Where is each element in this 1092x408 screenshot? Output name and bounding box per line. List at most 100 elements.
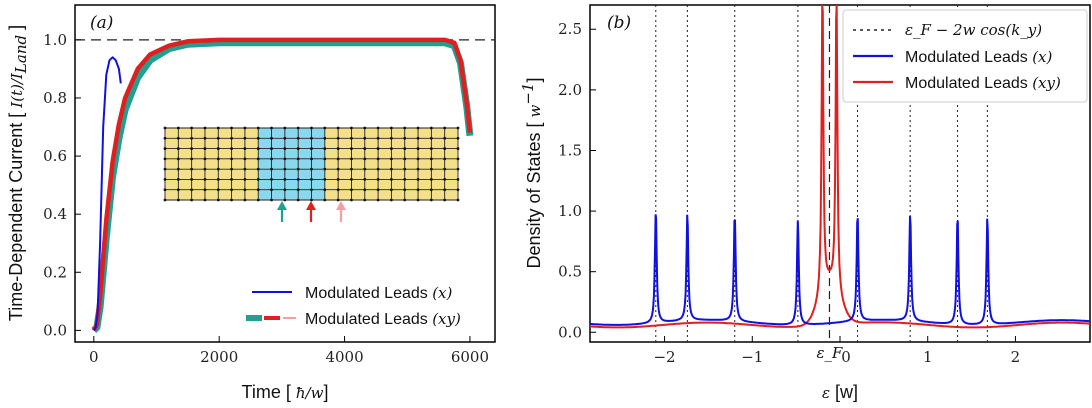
inset-site xyxy=(190,198,194,202)
inset-site xyxy=(216,178,220,181)
b-ytick-label: 2.5 xyxy=(558,20,582,38)
inset-site xyxy=(216,126,220,130)
inset-site xyxy=(390,147,393,150)
inset-site xyxy=(310,126,313,130)
panel-b: −2 −1 0 1 2 0.0 0.5 1.0 1.5 2.0 2.5 (b) ε_F − 2w c… xyxy=(519,4,1091,402)
inset-site xyxy=(376,198,380,202)
legend-label-vref: ε_F − 2w cos(k_y) xyxy=(905,21,1042,39)
inset-site xyxy=(203,198,207,202)
inset-site xyxy=(296,126,300,130)
inset-site xyxy=(363,198,367,202)
inset-arrow-head xyxy=(277,201,287,210)
inset-site xyxy=(336,167,340,171)
inset-site xyxy=(363,126,367,130)
inset-site xyxy=(310,147,313,150)
inset-arrow-head xyxy=(336,201,346,210)
inset-site xyxy=(376,147,380,150)
inset-site xyxy=(203,188,207,192)
inset-site xyxy=(270,167,273,171)
inset-site xyxy=(350,136,353,140)
legend-label-xy: Modulated Leads (xy) xyxy=(305,310,461,328)
inset-site xyxy=(363,157,367,161)
inset-site xyxy=(310,198,313,202)
inset-site xyxy=(283,188,287,192)
b-ytick-label: 1.0 xyxy=(558,202,582,220)
inset-site xyxy=(190,136,194,140)
inset-site xyxy=(216,188,220,192)
inset-site xyxy=(283,198,287,202)
inset-site xyxy=(163,126,167,130)
inset-site xyxy=(256,126,260,130)
inset-site xyxy=(429,167,433,171)
panel-b-legend: ε_F − 2w cos(k_y) Modulated Leads (x) Mo… xyxy=(842,9,1088,103)
panel-a-legend: Modulated Leads (x) Modulated Leads (xy) xyxy=(246,284,461,328)
inset-site xyxy=(243,167,247,171)
a-ytick-label: 0.4 xyxy=(43,205,67,223)
inset-site xyxy=(376,167,380,171)
inset-site xyxy=(323,178,327,181)
inset-site xyxy=(296,136,300,140)
inset-site xyxy=(310,178,313,181)
inset-site xyxy=(390,126,393,130)
inset-site xyxy=(416,167,420,171)
a-ytick-label: 0.2 xyxy=(43,263,67,281)
inset-site xyxy=(323,136,327,140)
inset-site xyxy=(203,147,207,150)
inset-site xyxy=(256,178,260,181)
inset-site xyxy=(443,188,447,192)
inset-site xyxy=(363,188,367,192)
panel-b-xlabel: ε [w] xyxy=(822,382,858,402)
inset-site xyxy=(350,178,353,181)
inset-site xyxy=(443,147,447,150)
inset-site xyxy=(243,126,247,130)
inset-site xyxy=(283,157,287,161)
inset-site xyxy=(403,126,407,130)
inset-site xyxy=(243,198,247,202)
inset-site xyxy=(350,188,353,192)
inset-site xyxy=(336,188,340,192)
inset-site xyxy=(376,188,380,192)
a-ytick-label: 0.6 xyxy=(43,147,67,165)
inset-arrow-head xyxy=(306,201,316,210)
inset-site xyxy=(456,198,460,202)
inset-site xyxy=(256,147,260,150)
inset-site xyxy=(376,157,380,161)
inset-site xyxy=(350,157,353,161)
panel-a: 0 2000 4000 6000 0.0 0.2 0.4 0.6 0.8 1.0 (a) Modu… xyxy=(6,4,496,402)
b-ytick-label: 0.0 xyxy=(558,323,582,341)
inset-site xyxy=(270,126,273,130)
inset-site xyxy=(203,167,207,171)
inset-site xyxy=(216,198,220,202)
panel-a-inset-lattice xyxy=(163,126,460,222)
b-xtick-label: −2 xyxy=(653,348,675,366)
inset-site xyxy=(163,178,167,181)
b-xtick-label: 2 xyxy=(1011,348,1021,366)
legend-label-b-xy: Modulated Leads (xy) xyxy=(905,74,1061,92)
inset-site xyxy=(456,157,460,161)
inset-site xyxy=(176,198,180,202)
inset-site xyxy=(190,147,194,150)
inset-site xyxy=(443,157,447,161)
inset-site xyxy=(203,157,207,161)
legend-label-x: Modulated Leads (x) xyxy=(305,284,453,302)
inset-site xyxy=(310,136,313,140)
inset-site xyxy=(190,126,194,130)
inset-site xyxy=(230,198,233,202)
b-xtick-label: 1 xyxy=(923,348,933,366)
panel-a-ticks: 0 2000 4000 6000 0.0 0.2 0.4 0.6 0.8 1.0 xyxy=(43,31,489,366)
inset-site xyxy=(163,198,167,202)
inset-site xyxy=(256,167,260,171)
panel-b-ylabel: Density of States [ w−1] xyxy=(519,77,544,268)
inset-site xyxy=(176,147,180,150)
inset-site xyxy=(163,136,167,140)
inset-site xyxy=(403,188,407,192)
inset-site xyxy=(403,167,407,171)
inset-site xyxy=(323,188,327,192)
inset-site xyxy=(270,147,273,150)
inset-site xyxy=(230,126,233,130)
inset-center-region xyxy=(258,128,325,200)
inset-site xyxy=(176,126,180,130)
inset-site xyxy=(243,147,247,150)
inset-site xyxy=(390,167,393,171)
inset-site xyxy=(390,136,393,140)
